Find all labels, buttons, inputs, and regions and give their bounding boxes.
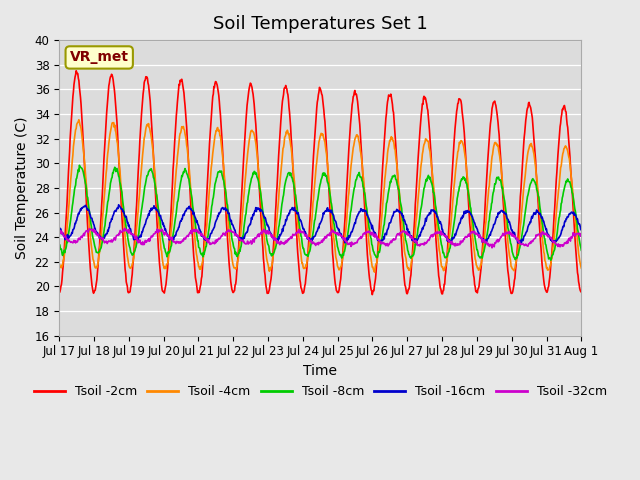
- Tsoil -8cm: [364, 211, 371, 217]
- Tsoil -8cm: [547, 257, 555, 263]
- Y-axis label: Soil Temperature (C): Soil Temperature (C): [15, 117, 29, 259]
- Tsoil -4cm: [552, 211, 560, 217]
- X-axis label: Time: Time: [303, 364, 337, 378]
- Tsoil -2cm: [552, 177, 560, 183]
- Tsoil -32cm: [488, 245, 496, 251]
- Tsoil -2cm: [72, 68, 80, 73]
- Tsoil -8cm: [153, 192, 161, 198]
- Text: VR_met: VR_met: [70, 50, 129, 64]
- Tsoil -16cm: [577, 227, 585, 233]
- Tsoil -32cm: [56, 228, 63, 234]
- Tsoil -16cm: [153, 207, 161, 213]
- Line: Tsoil -8cm: Tsoil -8cm: [60, 165, 581, 260]
- Tsoil -16cm: [561, 220, 568, 226]
- Tsoil -4cm: [561, 145, 568, 151]
- Tsoil -8cm: [56, 242, 63, 248]
- Tsoil -2cm: [577, 289, 585, 295]
- Tsoil -8cm: [273, 241, 280, 247]
- Tsoil -8cm: [577, 247, 585, 253]
- Tsoil -32cm: [81, 233, 88, 239]
- Tsoil -2cm: [364, 252, 371, 258]
- Tsoil -2cm: [153, 213, 161, 218]
- Tsoil -2cm: [369, 292, 376, 298]
- Tsoil -8cm: [76, 162, 83, 168]
- Tsoil -32cm: [561, 240, 568, 246]
- Tsoil -32cm: [153, 229, 161, 235]
- Legend: Tsoil -2cm, Tsoil -4cm, Tsoil -8cm, Tsoil -16cm, Tsoil -32cm: Tsoil -2cm, Tsoil -4cm, Tsoil -8cm, Tsoi…: [29, 380, 612, 403]
- Tsoil -16cm: [115, 202, 122, 208]
- Tsoil -16cm: [81, 204, 88, 210]
- Tsoil -2cm: [273, 191, 280, 197]
- Tsoil -2cm: [56, 289, 63, 295]
- Tsoil -4cm: [81, 163, 89, 169]
- Tsoil -32cm: [552, 241, 560, 247]
- Tsoil -16cm: [518, 240, 525, 246]
- Line: Tsoil -4cm: Tsoil -4cm: [60, 120, 581, 272]
- Line: Tsoil -32cm: Tsoil -32cm: [60, 228, 581, 248]
- Tsoil -2cm: [81, 168, 89, 174]
- Tsoil -2cm: [561, 103, 568, 108]
- Tsoil -4cm: [577, 265, 585, 271]
- Tsoil -4cm: [75, 117, 83, 122]
- Tsoil -4cm: [153, 194, 161, 200]
- Tsoil -16cm: [56, 225, 63, 230]
- Line: Tsoil -2cm: Tsoil -2cm: [60, 71, 581, 295]
- Tsoil -32cm: [273, 238, 280, 244]
- Tsoil -4cm: [364, 221, 371, 227]
- Line: Tsoil -16cm: Tsoil -16cm: [60, 205, 581, 243]
- Tsoil -4cm: [371, 269, 378, 275]
- Tsoil -32cm: [122, 226, 129, 231]
- Tsoil -8cm: [561, 185, 568, 191]
- Tsoil -8cm: [81, 177, 89, 183]
- Tsoil -4cm: [56, 261, 63, 267]
- Tsoil -32cm: [577, 231, 585, 237]
- Tsoil -4cm: [273, 221, 280, 227]
- Tsoil -16cm: [364, 212, 371, 218]
- Tsoil -16cm: [273, 236, 280, 242]
- Tsoil -16cm: [552, 238, 560, 244]
- Tsoil -8cm: [552, 236, 560, 242]
- Title: Soil Temperatures Set 1: Soil Temperatures Set 1: [213, 15, 428, 33]
- Tsoil -32cm: [364, 229, 371, 235]
